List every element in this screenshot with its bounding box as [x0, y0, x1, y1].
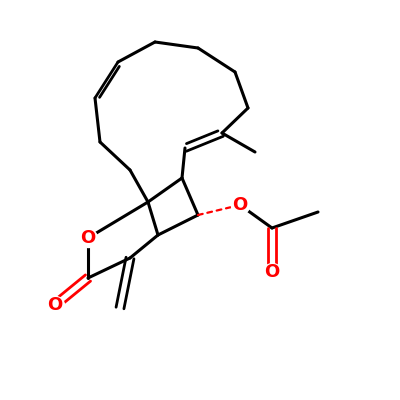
- Text: O: O: [47, 296, 63, 314]
- Text: O: O: [232, 196, 248, 214]
- Text: O: O: [264, 263, 280, 281]
- Text: O: O: [80, 229, 96, 247]
